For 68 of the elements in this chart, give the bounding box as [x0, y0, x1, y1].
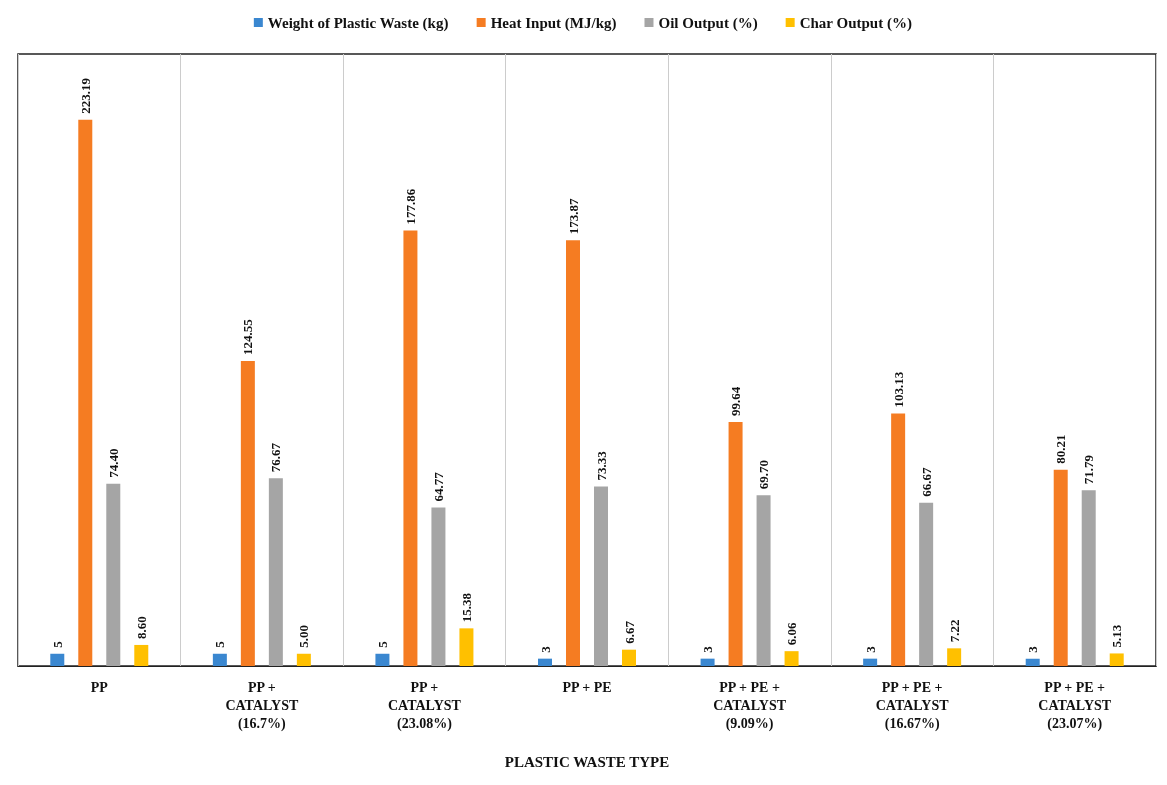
data-label: 5.00: [296, 625, 312, 648]
bar: [106, 483, 121, 666]
legend-label: Char Output (%): [799, 14, 912, 32]
data-label: 73.33: [593, 450, 609, 481]
x-tick-label: PP + PE + CATALYST (23.07%): [1038, 679, 1112, 732]
data-label: 5: [49, 640, 65, 648]
data-label: 99.64: [728, 386, 744, 417]
data-label: 3: [1025, 645, 1041, 653]
data-label: 3: [862, 645, 878, 653]
data-label: 3: [700, 645, 716, 653]
data-label: 173.87: [565, 198, 581, 235]
bar: [700, 658, 715, 666]
bar: [431, 507, 446, 666]
bar: [296, 653, 311, 666]
x-tick-label: PP + CATALYST (23.08%): [387, 679, 462, 732]
data-label: 76.67: [268, 442, 284, 473]
data-label: 177.86: [402, 188, 418, 225]
x-tick-label: PP: [90, 679, 109, 695]
legend-label: Heat Input (MJ/kg): [490, 14, 617, 32]
data-label: 66.67: [918, 467, 934, 497]
bar: [78, 119, 93, 666]
bar: [375, 653, 390, 666]
x-tick-label: PP + PE: [562, 679, 612, 695]
data-label: 64.77: [430, 471, 446, 502]
bar: [594, 486, 608, 666]
data-label: 5.13: [1109, 624, 1125, 648]
bar: [863, 658, 878, 666]
data-label: 124.55: [240, 318, 256, 356]
data-label: 103.13: [890, 371, 906, 408]
data-label: 15.38: [458, 592, 474, 623]
bar: [784, 651, 799, 666]
bar: [240, 361, 255, 666]
bar: [212, 653, 227, 666]
bar: [403, 230, 418, 666]
bar: [891, 413, 906, 666]
bar: [459, 628, 474, 666]
x-tick-label: PP + PE + CATALYST (16.67%): [875, 679, 950, 732]
data-label: 5: [374, 640, 390, 648]
bar: [566, 240, 580, 666]
data-label: 8.60: [133, 616, 149, 639]
bar: [947, 648, 962, 666]
data-label: 69.70: [756, 460, 772, 490]
data-label: 3: [537, 645, 553, 653]
data-label: 80.21: [1053, 434, 1069, 464]
data-label: 6.06: [784, 621, 800, 646]
x-tick-label: PP + CATALYST (16.7%): [225, 679, 299, 732]
bar: [1025, 658, 1040, 666]
bar: [134, 644, 149, 666]
data-label: 71.79: [1081, 454, 1097, 485]
bar: [268, 478, 283, 666]
bar: [1053, 469, 1068, 666]
bar: [728, 422, 743, 666]
data-label: 7.22: [946, 619, 962, 643]
data-label: 223.19: [77, 77, 93, 114]
bar: [538, 658, 552, 666]
data-label: 5: [212, 640, 228, 648]
x-axis-title: PLASTIC WASTE TYPE: [504, 753, 670, 770]
bar: [919, 502, 934, 666]
bar: [1081, 490, 1096, 666]
bar: [1109, 653, 1124, 666]
legend-label: Weight of Plastic Waste (kg): [267, 14, 449, 32]
bar: [622, 649, 636, 666]
legend-label: Oil Output (%): [658, 14, 758, 32]
bar: [50, 653, 65, 666]
x-tick-label: PP + PE + CATALYST (9.09%): [713, 679, 787, 732]
bar: [756, 495, 771, 666]
data-label: 6.67: [621, 620, 637, 644]
data-label: 74.40: [105, 448, 121, 478]
